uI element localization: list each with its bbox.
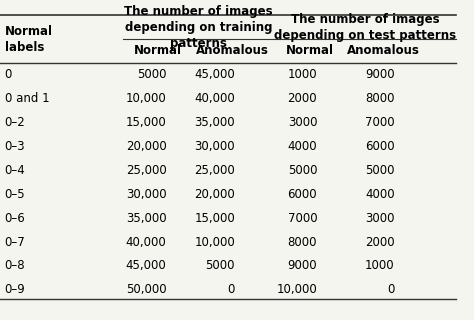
Text: 5000: 5000 [365,164,395,177]
Text: 15,000: 15,000 [194,212,235,225]
Text: Normal
labels: Normal labels [5,25,53,53]
Text: Anomalous: Anomalous [347,44,420,58]
Text: The number of images
depending on test patterns: The number of images depending on test p… [274,12,456,42]
Text: 0 and 1: 0 and 1 [5,92,49,105]
Text: 3000: 3000 [288,116,317,129]
Text: 25,000: 25,000 [194,164,235,177]
Text: 0–2: 0–2 [5,116,25,129]
Text: 15,000: 15,000 [126,116,166,129]
Text: 2000: 2000 [288,92,317,105]
Text: 0–6: 0–6 [5,212,25,225]
Text: 7000: 7000 [288,212,317,225]
Text: 50,000: 50,000 [126,283,166,296]
Text: 9000: 9000 [288,260,317,272]
Text: 3000: 3000 [365,212,395,225]
Text: 45,000: 45,000 [126,260,166,272]
Text: Normal: Normal [286,44,334,58]
Text: 0–5: 0–5 [5,188,25,201]
Text: 10,000: 10,000 [194,236,235,249]
Text: 2000: 2000 [365,236,395,249]
Text: 35,000: 35,000 [194,116,235,129]
Text: 45,000: 45,000 [194,68,235,81]
Text: 10,000: 10,000 [276,283,317,296]
Text: 0–8: 0–8 [5,260,25,272]
Text: 9000: 9000 [365,68,395,81]
Text: 8000: 8000 [288,236,317,249]
Text: 4000: 4000 [365,188,395,201]
Text: 35,000: 35,000 [126,212,166,225]
Text: 0–3: 0–3 [5,140,25,153]
Text: 0–9: 0–9 [5,283,25,296]
Text: Anomalous: Anomalous [196,44,269,58]
Text: 5000: 5000 [288,164,317,177]
Text: 0–4: 0–4 [5,164,25,177]
Text: 0: 0 [387,283,395,296]
Text: Normal: Normal [134,44,182,58]
Text: 7000: 7000 [365,116,395,129]
Text: 5000: 5000 [206,260,235,272]
Text: 30,000: 30,000 [126,188,166,201]
Text: 4000: 4000 [288,140,317,153]
Text: 40,000: 40,000 [194,92,235,105]
Text: 8000: 8000 [365,92,395,105]
Text: The number of images
depending on training
patterns: The number of images depending on traini… [124,4,273,50]
Text: 0–7: 0–7 [5,236,25,249]
Text: 10,000: 10,000 [126,92,166,105]
Text: 30,000: 30,000 [194,140,235,153]
Text: 1000: 1000 [288,68,317,81]
Text: 1000: 1000 [365,260,395,272]
Text: 0: 0 [228,283,235,296]
Text: 5000: 5000 [137,68,166,81]
Text: 6000: 6000 [365,140,395,153]
Text: 25,000: 25,000 [126,164,166,177]
Text: 20,000: 20,000 [126,140,166,153]
Text: 6000: 6000 [288,188,317,201]
Text: 40,000: 40,000 [126,236,166,249]
Text: 0: 0 [5,68,12,81]
Text: 20,000: 20,000 [194,188,235,201]
